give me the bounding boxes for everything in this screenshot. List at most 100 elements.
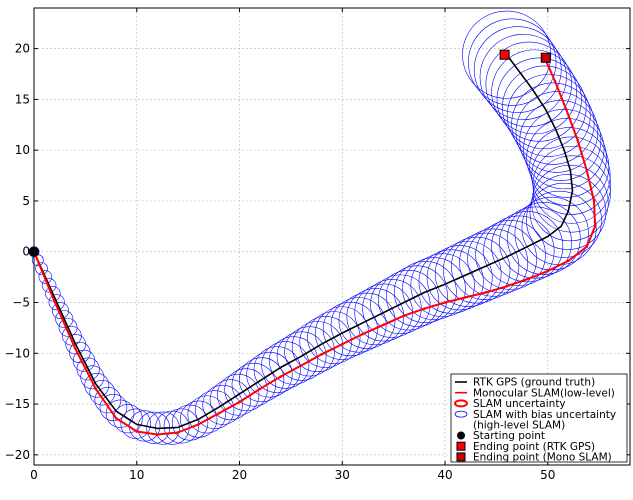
uncertainty-circle xyxy=(531,136,611,215)
x-tick-label: 30 xyxy=(335,468,350,482)
uncertainty-circle xyxy=(35,262,48,275)
uncertainty-circle xyxy=(113,404,143,434)
uncertainty-circle xyxy=(224,368,268,412)
mono-slam-point xyxy=(361,332,365,336)
legend-square-swatch xyxy=(456,452,466,462)
mono-slam-point xyxy=(114,416,118,420)
uncertainty-circle xyxy=(434,241,502,307)
y-tick-label: 0 xyxy=(22,245,30,259)
uncertainty-circle xyxy=(84,372,110,398)
mono-slam-point xyxy=(576,138,579,142)
mono-slam-point xyxy=(592,199,596,203)
y-tick-label: −20 xyxy=(5,448,30,462)
mono-slam-point xyxy=(564,108,568,111)
mono-slam-point xyxy=(94,387,97,391)
uncertainty-circle xyxy=(526,182,602,258)
uncertainty-circle xyxy=(80,365,105,390)
mono-slam-point xyxy=(443,301,447,304)
uncertainty-circle xyxy=(209,379,252,421)
mono-slam-point xyxy=(135,430,139,433)
uncertainty-circle xyxy=(483,215,555,286)
uncertainty-circle xyxy=(393,261,457,324)
uncertainty-circle xyxy=(532,155,611,233)
mono-slam-point xyxy=(197,423,200,426)
uncertainty-circle xyxy=(468,18,557,106)
mono-slam-point xyxy=(382,323,385,327)
end-rtk-marker xyxy=(499,49,510,60)
uncertainty-circle xyxy=(496,57,582,142)
uncertainty-circle xyxy=(462,10,552,99)
legend-label: Monocular SLAM(low-level) xyxy=(473,387,615,399)
uncertainty-circle xyxy=(231,362,276,407)
mono-slam-point xyxy=(585,169,589,172)
uncertainty-circle xyxy=(467,224,537,294)
uncertainty-circle xyxy=(442,236,511,304)
uncertainty-circle xyxy=(506,74,591,157)
uncertainty-circle xyxy=(195,390,235,430)
uncertainty-circle xyxy=(45,286,61,302)
mono-slam-point xyxy=(258,387,262,391)
mono-slam-point xyxy=(402,314,406,318)
legend-circle-swatch xyxy=(457,431,465,440)
uncertainty-circle xyxy=(246,351,293,398)
uncertainty-circle xyxy=(473,26,562,113)
uncertainty-circle xyxy=(507,202,581,275)
mono-slam-point xyxy=(279,375,282,378)
x-tick-label: 20 xyxy=(232,468,247,482)
legend-label: Ending point (Mono SLAM) xyxy=(473,452,612,464)
uncertainty-circle xyxy=(515,91,599,173)
end-mono-marker xyxy=(540,52,551,63)
x-tick-label: 40 xyxy=(437,468,452,482)
uncertainty-circle xyxy=(146,411,180,445)
uncertainty-circle xyxy=(48,294,65,311)
uncertainty-circle xyxy=(386,265,448,327)
mono-slam-point xyxy=(505,284,508,288)
y-tick-label: −5 xyxy=(12,296,30,310)
axis-ticks: 0 10 20 30 40 50 −20 −15 −10 −5 0 5 10 15 20 xyxy=(5,8,630,482)
uncertainty-circle xyxy=(418,249,484,314)
uncertainty-circle xyxy=(239,357,285,403)
uncertainty-circle xyxy=(69,341,91,364)
uncertainty-circle xyxy=(89,379,116,406)
legend-label: SLAM with bias uncertainty xyxy=(473,409,616,421)
mono-slam-point xyxy=(53,300,56,303)
uncertainty-circle xyxy=(253,346,301,393)
uncertainty-circle xyxy=(370,274,431,335)
uncertainty-circle xyxy=(426,245,493,311)
y-tick-label: 20 xyxy=(15,42,30,56)
x-tick-label: 0 xyxy=(30,468,38,482)
uncertainty-circle xyxy=(180,400,218,438)
mono-slam-point xyxy=(585,245,589,248)
uncertainty-circle xyxy=(72,349,96,372)
uncertainty-circle xyxy=(491,49,577,135)
mono-slam-point xyxy=(340,342,344,346)
uncertainty-circle xyxy=(105,399,135,428)
mono-slam-point xyxy=(320,353,324,356)
legend-label: SLAM uncertainty xyxy=(473,398,566,410)
uncertainty-circle xyxy=(485,41,572,128)
y-tick-label: 10 xyxy=(15,143,30,157)
uncertainty-circle xyxy=(261,341,310,389)
uncertainty-circle xyxy=(502,65,587,150)
mono-slam-point xyxy=(484,291,488,294)
mono-slam-point xyxy=(156,433,159,436)
legend-ellipse-swatch xyxy=(454,399,468,408)
mono-slam-point xyxy=(176,431,180,434)
uncertainty-circle xyxy=(307,311,361,364)
uncertainty-circle xyxy=(76,357,100,381)
mono-slam-point xyxy=(553,79,557,83)
uncertainty-circle xyxy=(163,408,200,444)
uncertainty-circle xyxy=(55,310,74,328)
y-tick-label: 5 xyxy=(22,194,30,208)
uncertainty-circle xyxy=(531,164,609,242)
mono-slam-point xyxy=(525,277,529,281)
mono-slam-point xyxy=(593,225,597,228)
uncertainty-circle xyxy=(38,270,53,284)
uncertainty-circle xyxy=(322,301,378,357)
uncertainty-circle xyxy=(475,220,546,290)
plot-frame xyxy=(33,7,631,466)
x-tick-label: 10 xyxy=(129,468,144,482)
uncertainty-circle xyxy=(479,33,567,120)
y-tick-label: −15 xyxy=(5,397,30,411)
